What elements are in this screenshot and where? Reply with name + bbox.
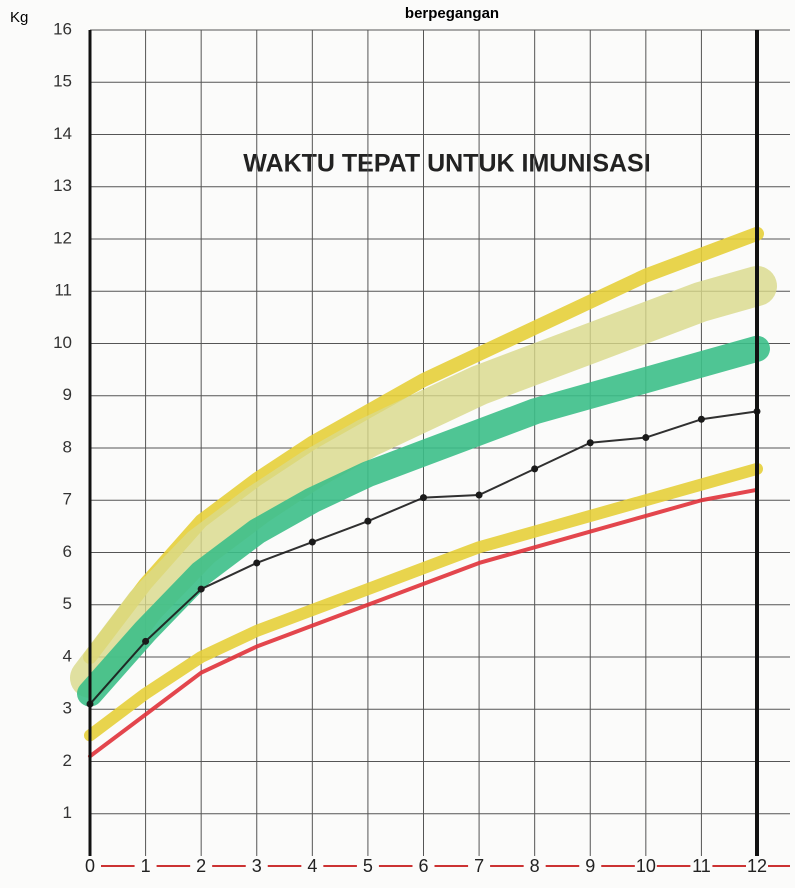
y-tick-label: 2 (63, 751, 72, 770)
milestone-caption: berpegangan (405, 5, 499, 22)
x-tick-bg (523, 856, 546, 876)
x-tick-label: 0 (85, 856, 95, 876)
y-tick-label: 5 (63, 594, 72, 613)
x-tick-label: 7 (474, 856, 484, 876)
weight-point (531, 465, 539, 473)
x-tick-bg (690, 856, 713, 876)
x-tick-label: 2 (196, 856, 206, 876)
weight-point (642, 434, 650, 442)
x-tick-bg (79, 856, 101, 876)
y-tick-label: 8 (63, 437, 72, 456)
y-tick-label: 12 (53, 228, 72, 247)
x-tick-label: 4 (307, 856, 317, 876)
x-tick-label: 12 (747, 856, 767, 876)
reference-curve (70, 266, 777, 698)
y-tick-label: 11 (54, 281, 72, 300)
x-tick-label: 5 (363, 856, 373, 876)
weight-point (697, 415, 705, 423)
x-tick-label: 3 (252, 856, 262, 876)
y-axis-unit: Kg (10, 9, 28, 26)
x-tick-bg (134, 856, 157, 876)
y-tick-label: 7 (63, 490, 72, 509)
weight-point (364, 517, 372, 525)
y-tick-label: 16 (53, 19, 72, 38)
x-tick-bg (412, 856, 435, 876)
x-tick-label: 1 (141, 856, 151, 876)
weight-point (142, 637, 150, 645)
chart-title: WAKTU TEPAT UNTUK IMUNISASI (243, 150, 650, 178)
weight-point (475, 491, 483, 499)
y-tick-label: 10 (53, 333, 72, 352)
weight-point (197, 585, 205, 593)
y-tick-label: 9 (63, 385, 72, 404)
x-tick-label: 9 (585, 856, 595, 876)
weight-point (253, 559, 261, 567)
x-tick-label: 6 (418, 856, 428, 876)
x-tick-label: 8 (530, 856, 540, 876)
y-tick-label: 13 (53, 176, 72, 195)
x-tick-label: 11 (692, 856, 711, 876)
y-tick-label: 4 (63, 646, 72, 665)
y-tick-label: 14 (53, 124, 72, 143)
x-tick-bg (356, 856, 379, 876)
reference-curve (83, 226, 764, 664)
x-tick-bg (245, 856, 268, 876)
x-tick-bg (468, 856, 491, 876)
weight-point (586, 439, 594, 447)
weight-point (308, 538, 316, 546)
x-tick-bg (634, 856, 657, 876)
x-tick-bg (190, 856, 213, 876)
x-tick-label: 10 (636, 856, 656, 876)
reference-curve (84, 462, 763, 742)
y-tick-label: 6 (63, 542, 72, 561)
x-tick-bg (746, 856, 768, 876)
y-tick-label: 3 (63, 699, 72, 718)
y-tick-label: 15 (53, 72, 72, 91)
reference-curve (88, 487, 759, 759)
y-tick-label: 1 (63, 803, 72, 822)
weight-point (420, 494, 427, 502)
x-tick-bg (301, 856, 324, 876)
x-tick-bg (579, 856, 602, 876)
reference-curve (77, 335, 770, 707)
